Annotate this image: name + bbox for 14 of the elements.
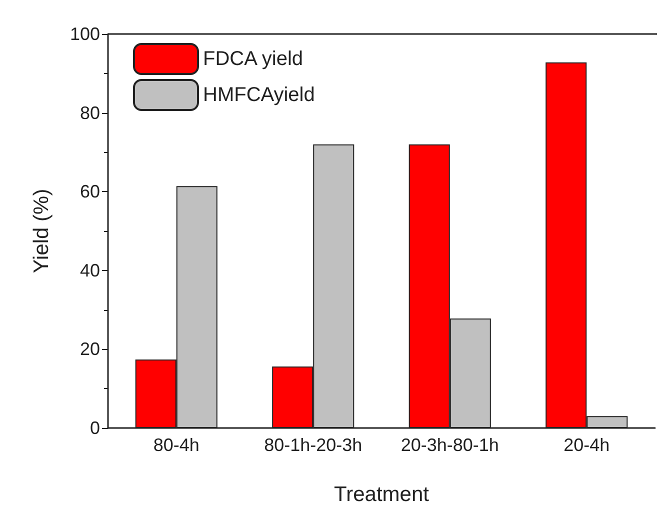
legend-label: HMFCAyield: [203, 84, 315, 106]
x-tick-label: 20-4h: [564, 435, 610, 455]
x-axis-title: Treatment: [334, 483, 430, 506]
x-tick-label: 20-3h-80-1h: [400, 435, 499, 455]
y-tick-label: 100: [70, 24, 100, 44]
y-axis-title: Yield (%): [30, 188, 53, 274]
y-tick-label: 40: [80, 260, 100, 280]
y-tick-label: 20: [80, 339, 100, 360]
legend-label: FDCA yield: [203, 48, 304, 70]
x-tick-label: 80-4h: [153, 435, 200, 455]
x-tick-label: 80-1h-20-3h: [264, 435, 362, 455]
y-tick-label: 60: [80, 182, 100, 202]
y-tick-label: 0: [90, 418, 100, 438]
y-tick-label: 80: [80, 102, 100, 123]
